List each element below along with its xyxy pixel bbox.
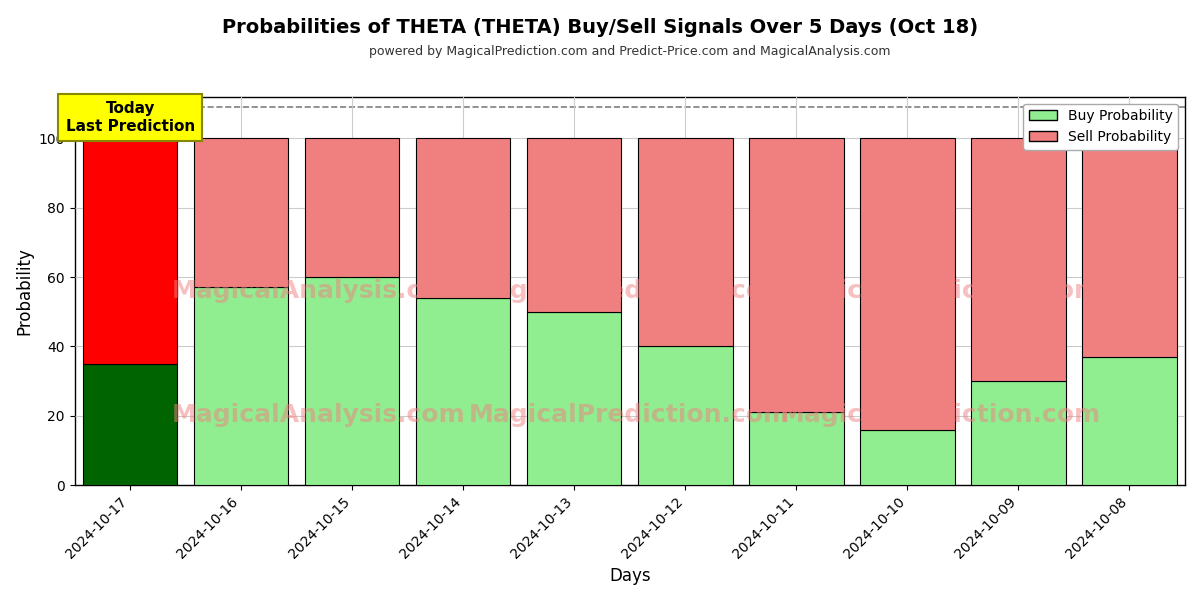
Bar: [971, 138, 1066, 381]
Bar: [527, 312, 622, 485]
Y-axis label: Probability: Probability: [16, 247, 34, 335]
Bar: [638, 138, 732, 346]
Bar: [416, 298, 510, 485]
Legend: Buy Probability, Sell Probability: Buy Probability, Sell Probability: [1024, 104, 1178, 149]
Bar: [83, 138, 178, 364]
Bar: [527, 138, 622, 312]
Bar: [749, 412, 844, 485]
Bar: [1082, 138, 1177, 357]
Bar: [194, 287, 288, 485]
Text: MagicalPrediction.com: MagicalPrediction.com: [780, 403, 1102, 427]
Text: MagicalPrediction.com: MagicalPrediction.com: [469, 403, 791, 427]
Bar: [860, 430, 955, 485]
Bar: [305, 277, 400, 485]
Text: MagicalAnalysis.com: MagicalAnalysis.com: [172, 279, 466, 303]
Bar: [749, 138, 844, 412]
X-axis label: Days: Days: [610, 567, 650, 585]
Bar: [1082, 357, 1177, 485]
Bar: [638, 346, 732, 485]
Text: Today
Last Prediction: Today Last Prediction: [66, 101, 194, 134]
Bar: [416, 138, 510, 298]
Text: MagicalAnalysis.com: MagicalAnalysis.com: [172, 403, 466, 427]
Bar: [860, 138, 955, 430]
Text: MagicalPrediction.com: MagicalPrediction.com: [780, 279, 1102, 303]
Bar: [194, 138, 288, 287]
Title: powered by MagicalPrediction.com and Predict-Price.com and MagicalAnalysis.com: powered by MagicalPrediction.com and Pre…: [370, 45, 890, 58]
Bar: [305, 138, 400, 277]
Text: Probabilities of THETA (THETA) Buy/Sell Signals Over 5 Days (Oct 18): Probabilities of THETA (THETA) Buy/Sell …: [222, 18, 978, 37]
Bar: [83, 364, 178, 485]
Bar: [971, 381, 1066, 485]
Text: MagicalPrediction.com: MagicalPrediction.com: [469, 279, 791, 303]
